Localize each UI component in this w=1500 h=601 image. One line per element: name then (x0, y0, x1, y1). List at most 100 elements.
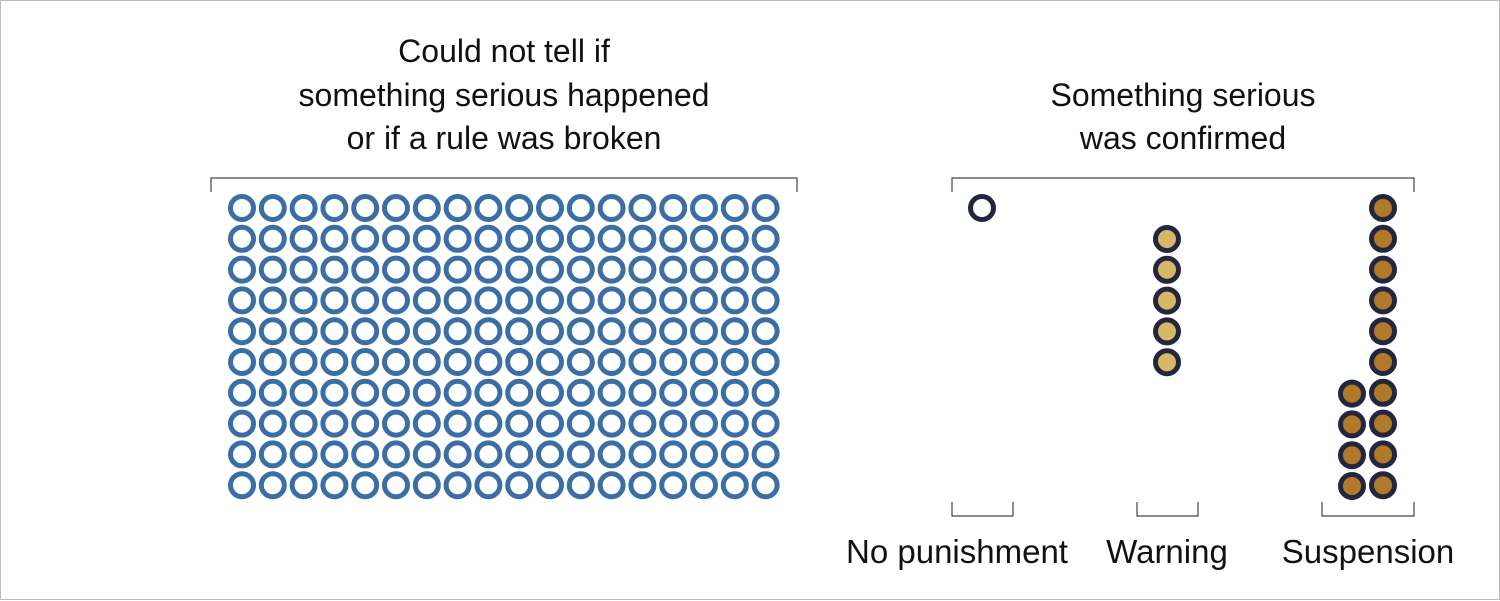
unclear-unit-dot (628, 317, 657, 346)
unclear-unit-dot (597, 286, 626, 315)
unclear-unit-dot (258, 194, 287, 222)
unclear-unit-dot (443, 440, 472, 469)
suspension-unit-dot (1369, 255, 1397, 284)
unclear-unit-dot (320, 348, 349, 376)
unclear-unit-dot (412, 409, 441, 438)
unclear-unit-dot (505, 378, 534, 407)
suspension-unit-dot (1369, 286, 1397, 315)
unclear-unit-dot (536, 255, 564, 284)
unclear-unit-dot (597, 348, 626, 376)
unclear-unit-dot (351, 317, 380, 346)
suspension-label: Suspension (1282, 533, 1454, 570)
unclear-unit-dot (566, 348, 595, 376)
unclear-unit-dot (690, 317, 718, 346)
unclear-unit-dot (443, 286, 472, 315)
unclear-unit-dot (597, 255, 626, 284)
unclear-unit-dot (443, 409, 472, 438)
unclear-unit-dot (720, 409, 749, 438)
unclear-unit-dot (228, 471, 256, 500)
unclear-unit-dot (628, 224, 657, 253)
unclear-unit-dot (351, 255, 380, 284)
unclear-title-line-1: Could not tell if (398, 33, 610, 69)
unclear-unit-dot (690, 378, 718, 407)
unclear-unit-dot (289, 440, 318, 469)
unclear-unit-dot (751, 317, 780, 346)
no-punishment-bracket (951, 502, 1014, 517)
warning-unit-dot (1153, 348, 1181, 377)
unclear-unit-dot (474, 440, 503, 469)
unclear-unit-dot (597, 440, 626, 469)
warning-unit-dot (1153, 317, 1181, 346)
unclear-unit-dot (536, 409, 564, 438)
unclear-unit-dot (659, 409, 688, 438)
unclear-unit-dot (228, 255, 256, 284)
unclear-unit-dot (659, 194, 688, 222)
unclear-unit-dot (351, 224, 380, 253)
unclear-unit-dot (751, 224, 780, 253)
unclear-unit-dot (474, 471, 503, 500)
unclear-unit-dot (751, 348, 780, 376)
unclear-unit-dot (382, 317, 410, 346)
unclear-unit-dot (566, 317, 595, 346)
unclear-unit-dot (289, 348, 318, 376)
unclear-unit-dot (228, 409, 256, 438)
unclear-unit-dot (690, 471, 718, 500)
unclear-unit-dot (536, 348, 564, 376)
warning-bracket (1136, 502, 1199, 517)
suspension-unit-dot (1338, 379, 1366, 408)
unclear-unit-dot (382, 409, 410, 438)
unclear-unit-dot (751, 440, 780, 469)
unclear-unit-dot (443, 255, 472, 284)
unclear-unit-dot (474, 194, 503, 222)
unclear-unit-dot (474, 317, 503, 346)
unclear-unit-dot (258, 440, 287, 469)
unclear-unit-dot (443, 194, 472, 222)
unclear-title-line-3: or if a rule was broken (347, 120, 662, 156)
unclear-unit-dot (474, 409, 503, 438)
unclear-unit-dot (351, 286, 380, 315)
unclear-unit-dot (320, 440, 349, 469)
unclear-unit-dot (505, 440, 534, 469)
unclear-unit-dot (382, 194, 410, 222)
unclear-unit-dot (351, 378, 380, 407)
unclear-unit-dot (690, 194, 718, 222)
unclear-unit-dot (228, 194, 256, 222)
unclear-unit-dot (751, 409, 780, 438)
unclear-unit-dot (382, 440, 410, 469)
unclear-unit-dot (228, 224, 256, 253)
unclear-unit-dot (474, 286, 503, 315)
unclear-unit-dot (320, 471, 349, 500)
unclear-unit-dot (566, 255, 595, 284)
confirmed-dot-columns (968, 194, 1397, 500)
unclear-unit-dot (628, 440, 657, 469)
unclear-unit-dot (536, 317, 564, 346)
unclear-unit-dot (720, 440, 749, 469)
unclear-unit-dot (320, 317, 349, 346)
unclear-unit-dot (258, 317, 287, 346)
unclear-unit-dot (628, 409, 657, 438)
unclear-unit-dot (228, 348, 256, 376)
unclear-unit-dot (505, 348, 534, 376)
unclear-unit-dot (566, 286, 595, 315)
unclear-unit-dot (536, 194, 564, 222)
unclear-unit-dot (720, 348, 749, 376)
unclear-unit-dot (228, 286, 256, 315)
unclear-unit-dot (412, 224, 441, 253)
warning-unit-dot (1153, 255, 1181, 284)
unclear-unit-dot (320, 255, 349, 284)
unclear-unit-dot (505, 317, 534, 346)
unclear-unit-dot (412, 378, 441, 407)
unclear-unit-dot (690, 255, 718, 284)
unclear-unit-dot (412, 317, 441, 346)
unclear-unit-dot (474, 224, 503, 253)
unclear-unit-dot (351, 440, 380, 469)
suspension-unit-dot (1369, 378, 1397, 407)
unclear-unit-dot (289, 378, 318, 407)
unclear-unit-dot (690, 348, 718, 376)
unclear-unit-dot (597, 471, 626, 500)
unclear-unit-dot (536, 286, 564, 315)
unclear-unit-dot (597, 224, 626, 253)
unclear-unit-dot (505, 409, 534, 438)
unclear-unit-dot (751, 255, 780, 284)
